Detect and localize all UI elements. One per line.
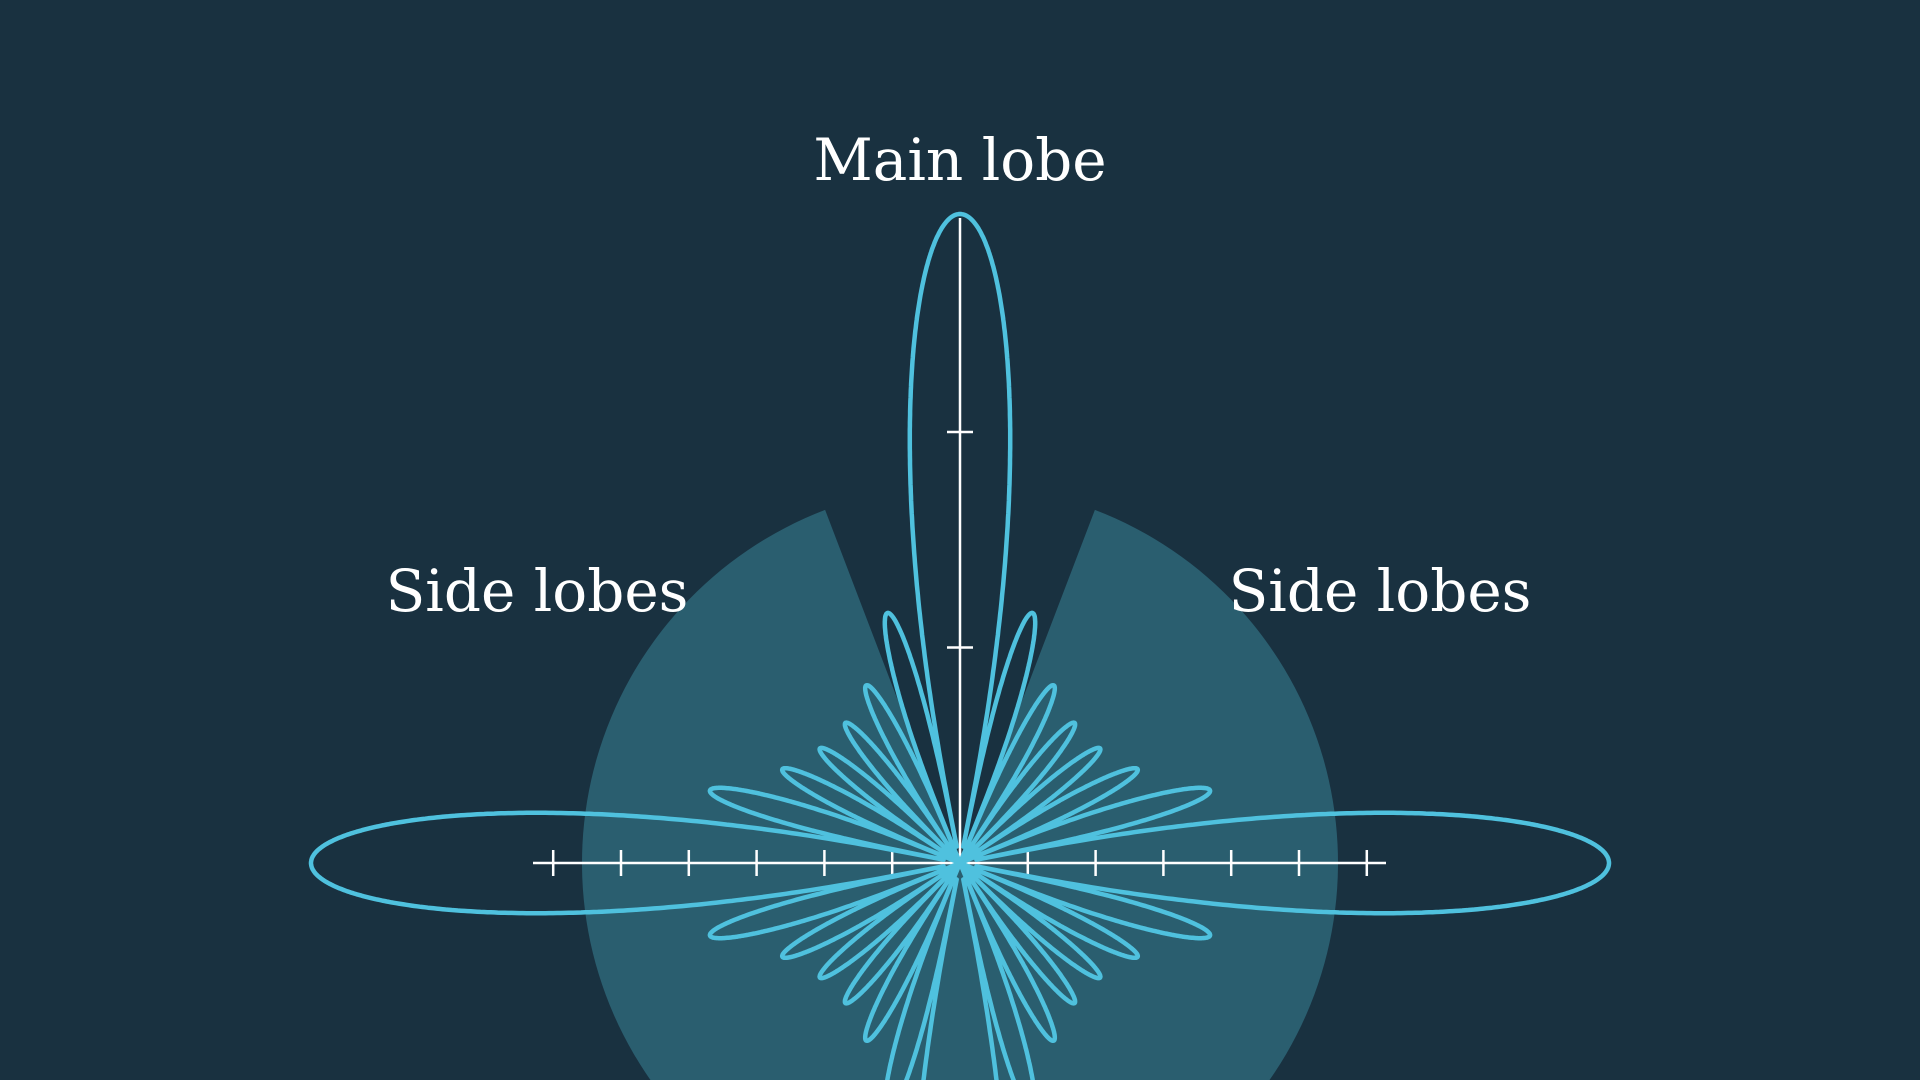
vertical-axis-ticks (947, 430, 973, 649)
side-lobes-label-left: Side lobes (385, 557, 689, 625)
side-lobes-label-right: Side lobes (1228, 557, 1532, 625)
main-lobe-label: Main lobe (813, 126, 1107, 194)
horizontal-axis-ticks (551, 850, 1369, 876)
side-lobe-region (582, 509, 1338, 1080)
radiation-pattern-curve (308, 211, 1612, 1080)
